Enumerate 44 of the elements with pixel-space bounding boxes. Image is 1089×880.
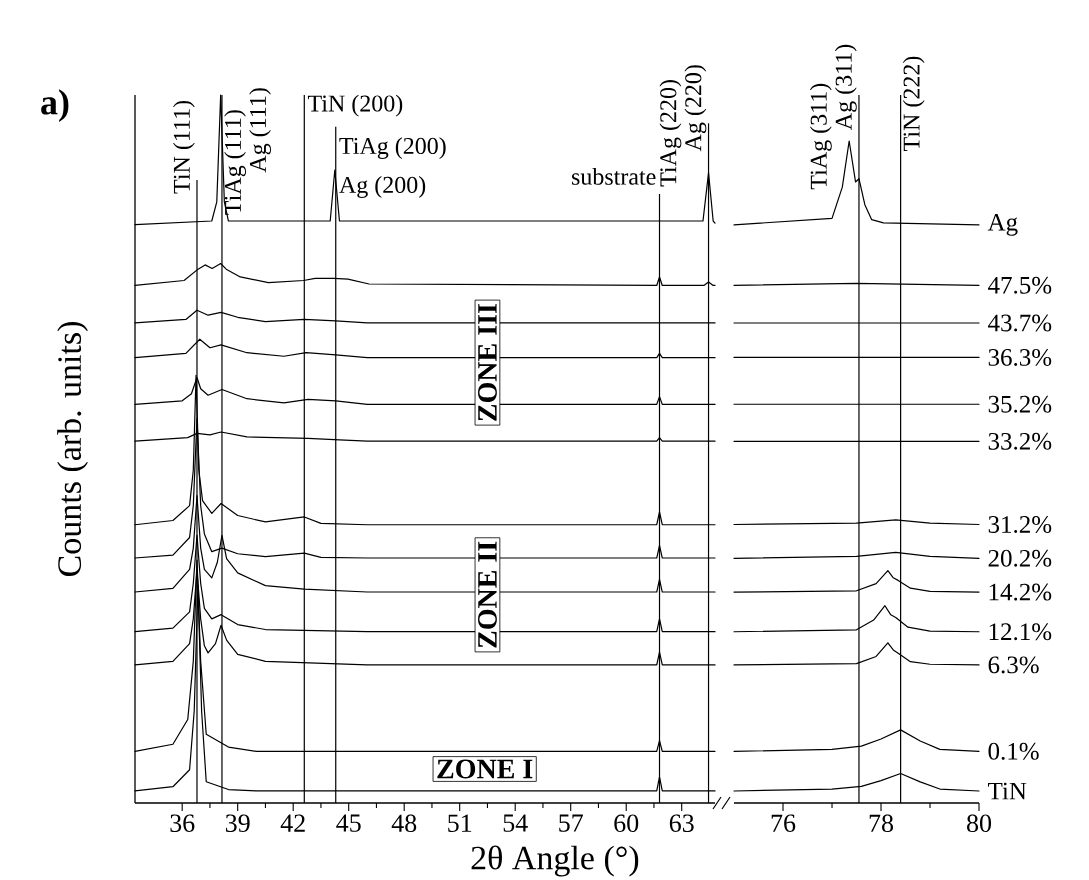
ref-line-label: TiAg (311)	[809, 83, 832, 190]
x-tick-label: 57	[559, 814, 583, 832]
x-tick-label: 39	[225, 814, 250, 833]
ref-line-label: TiAg (220)	[659, 80, 682, 187]
x-axis-title: 2θ Angle (°)	[471, 845, 639, 877]
x-tick-label: 48	[391, 814, 417, 833]
x-tick-label: 54	[503, 814, 528, 832]
x-tick-label: 36	[170, 814, 195, 833]
x-tick-label: 76	[771, 814, 796, 833]
x-tick-label: 78	[869, 814, 894, 833]
x-tick-label: 80	[967, 814, 992, 833]
annotation: ZONE III	[478, 304, 497, 421]
text: Ag (311)	[834, 44, 857, 131]
series-label: 31.2%	[988, 516, 1052, 534]
x-tick-label: 63	[669, 814, 694, 833]
series-label: 33.2%	[988, 432, 1052, 450]
ref-line-label: TiAg (200)	[339, 137, 446, 160]
series-label: 20.2%	[988, 549, 1052, 567]
annotation: Ag (220)	[684, 65, 707, 152]
x-tick-label: 51	[448, 814, 472, 832]
series-label: 43.7%	[988, 314, 1052, 332]
ref-line-label: TiAg (111)	[224, 110, 246, 215]
series-label: 12.1%	[989, 623, 1052, 641]
ref-line-label: TiN (200)	[307, 94, 403, 117]
annotation: ZONE II	[478, 541, 497, 648]
text: a)	[41, 89, 69, 122]
legend-label: TiN	[987, 782, 1027, 800]
ref-line-label: TiN (111)	[173, 100, 195, 194]
series-label: Ag	[987, 213, 1018, 236]
series-label: 35.2%	[988, 395, 1052, 413]
ref-line-label: substrate	[571, 168, 656, 185]
annotation: Ag (200)	[339, 176, 426, 199]
annotation: Ag (111)	[249, 88, 271, 173]
series-label: 0.1%	[988, 742, 1039, 760]
series-label: 47.5%	[988, 276, 1052, 294]
y-axis-title: Counts (arb. units)	[57, 322, 88, 577]
x-tick-label: 60	[614, 814, 639, 833]
x-tick-label: 45	[336, 814, 361, 832]
annotation: ZONE I	[437, 759, 533, 779]
series-label: 14.2%	[989, 583, 1052, 601]
x-tick-label: 42	[280, 814, 305, 832]
series-label: 6.3%	[988, 656, 1039, 674]
ref-line-label: TiN (222)	[902, 56, 925, 152]
series-label: 36.3%	[988, 349, 1052, 367]
